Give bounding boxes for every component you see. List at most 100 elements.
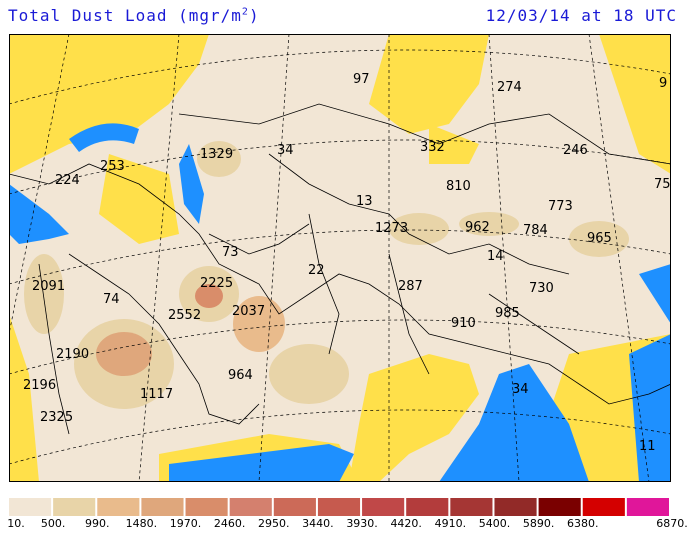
map-title: Total Dust Load (mgr/m2)	[8, 6, 260, 25]
legend-label: 3930.	[346, 517, 378, 530]
meridian-1	[9, 34, 70, 335]
plume-iran	[233, 296, 285, 352]
map-title-text: Total Dust Load (mgr/m	[8, 6, 242, 25]
plume-arabia-inner	[96, 332, 152, 376]
value-label: 2190	[56, 347, 89, 362]
low-dust-africa-west	[9, 314, 39, 482]
plume-iraq-inner	[195, 284, 223, 308]
map-title-superscript: 2	[241, 6, 249, 18]
value-label: 75	[654, 177, 671, 192]
value-label: 287	[398, 279, 423, 294]
value-label: 73	[222, 245, 239, 260]
value-label: 2091	[32, 279, 65, 294]
value-label: 34	[277, 143, 294, 158]
low-dust-europe	[9, 34, 209, 174]
value-label: 2037	[232, 304, 265, 319]
legend-swatch	[626, 498, 669, 516]
value-label: 965	[587, 231, 612, 246]
legend-swatch	[450, 498, 493, 516]
value-label: 253	[100, 159, 125, 174]
dust-values: 97 274 9 1329 34 332 246 253 224 810 75 …	[23, 72, 671, 454]
bay-of-bengal	[439, 364, 589, 482]
legend-swatch	[229, 498, 272, 516]
value-label: 810	[446, 179, 471, 194]
legend-label: 990.	[85, 517, 110, 530]
legend-swatch	[141, 498, 184, 516]
value-label: 97	[353, 72, 370, 87]
plume-pakistan	[269, 344, 349, 404]
plume-egypt	[24, 254, 64, 334]
legend-label: 2950.	[258, 517, 290, 530]
value-label: 9	[659, 76, 667, 91]
value-label: 224	[55, 173, 80, 188]
value-label: 1273	[375, 221, 408, 236]
map-frame	[9, 34, 671, 482]
legend-swatch	[97, 498, 140, 516]
legend-swatch	[273, 498, 316, 516]
legend-label: 1480.	[125, 517, 158, 530]
dust-load-map: 97 274 9 1329 34 332 246 253 224 810 75 …	[9, 34, 671, 482]
meridian-5	[488, 34, 520, 482]
border-china-south	[488, 293, 580, 355]
legend-swatch	[494, 498, 537, 516]
legend-label: 3440.	[302, 517, 334, 530]
legend-label: 6870.	[656, 517, 688, 530]
arabian-sea	[169, 444, 354, 482]
legend-labels: 10. 500. 990. 1480. 1970. 2460. 2950. 3440. 3930…	[0, 517, 697, 535]
plume-china-central	[459, 212, 519, 236]
legend-swatch	[317, 498, 361, 516]
value-label: 274	[497, 80, 522, 95]
value-label: 14	[487, 249, 504, 264]
plume-taklamakan	[389, 213, 449, 245]
legend-label: 5890.	[522, 517, 555, 530]
value-label: 34	[512, 382, 529, 397]
value-label: 910	[451, 316, 476, 331]
legend-label: 5400.	[478, 517, 511, 530]
meridian-3	[258, 34, 290, 482]
water-bodies	[9, 123, 671, 482]
value-label: 246	[563, 143, 588, 158]
value-label: 11	[639, 439, 656, 454]
value-label: 2552	[168, 308, 201, 323]
legend-swatch	[362, 498, 405, 516]
border-southern-asia	[9, 163, 671, 405]
value-label: 1329	[200, 147, 233, 162]
border-central-asia	[268, 153, 570, 275]
value-label: 962	[465, 220, 490, 235]
dust-plumes	[24, 141, 629, 409]
plume-caspian	[197, 141, 241, 177]
meridian-2	[138, 34, 180, 482]
value-label: 74	[103, 292, 120, 307]
country-borders	[9, 103, 671, 435]
value-label: 2196	[23, 378, 56, 393]
value-label: 2325	[40, 410, 73, 425]
map-title-close: )	[248, 6, 260, 25]
low-dust-mongolia	[429, 124, 479, 164]
legend-swatch	[185, 498, 228, 516]
value-label: 2225	[200, 276, 233, 291]
low-dust-turkey	[99, 154, 179, 244]
value-label: 985	[495, 306, 520, 321]
value-label: 773	[548, 199, 573, 214]
low-dust-regions	[9, 34, 671, 482]
legend-swatch	[582, 498, 625, 516]
caspian-sea	[179, 144, 204, 224]
low-dust-india	[349, 354, 479, 482]
legend-label: 6380.	[566, 517, 599, 530]
map-datetime: 12/03/14 at 18 UTC	[485, 6, 677, 25]
legend-swatch	[538, 498, 581, 516]
legend-label: 1970.	[169, 517, 202, 530]
value-label: 730	[529, 281, 554, 296]
legend-label: 2460.	[213, 517, 246, 530]
mediterranean-sea	[9, 184, 69, 244]
yellow-sea	[639, 264, 671, 324]
legend-swatch	[53, 498, 96, 516]
legend-label: 4420.	[390, 517, 422, 530]
low-dust-siberia	[369, 34, 489, 134]
legend-swatch	[406, 498, 449, 516]
border-afghanistan	[308, 213, 340, 355]
legend-label: 10.	[7, 517, 25, 530]
south-china-sea	[629, 334, 671, 482]
black-sea	[69, 123, 139, 152]
plume-china-east	[569, 221, 629, 257]
